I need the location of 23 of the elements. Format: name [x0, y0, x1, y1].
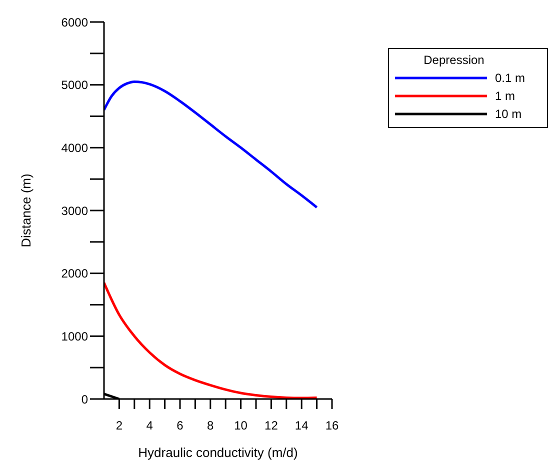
- y-tick-label: 1000: [61, 329, 88, 344]
- x-tick-label: 16: [325, 418, 339, 433]
- legend-title: Depression: [422, 53, 486, 67]
- y-tick-label: 4000: [61, 140, 88, 155]
- x-tick-label: 10: [234, 418, 248, 433]
- x-tick-label: 4: [146, 418, 154, 433]
- x-tick-label: 2: [116, 418, 123, 433]
- text: 10 m: [495, 107, 522, 121]
- text: 1 m: [495, 89, 516, 103]
- line-series: [104, 282, 318, 399]
- x-tick-label: 14: [294, 418, 309, 433]
- y-tick-label: 3000: [61, 204, 88, 218]
- x-tick-label: 6: [176, 418, 184, 433]
- x-tick-label: 12: [264, 418, 278, 433]
- line-series: [104, 80, 318, 209]
- y-axis-title: Distance (m): [18, 174, 34, 248]
- x-axis-title: Hydraulic conductivity (m/d): [138, 445, 298, 460]
- y-tick-label: 5000: [61, 78, 88, 92]
- x-tick-label: 8: [207, 418, 214, 433]
- y-tick-label: 2000: [61, 266, 88, 281]
- y-tick-label: 0: [81, 392, 88, 406]
- text: 0.1 m: [495, 71, 526, 85]
- y-tick-label: 6000: [61, 15, 88, 30]
